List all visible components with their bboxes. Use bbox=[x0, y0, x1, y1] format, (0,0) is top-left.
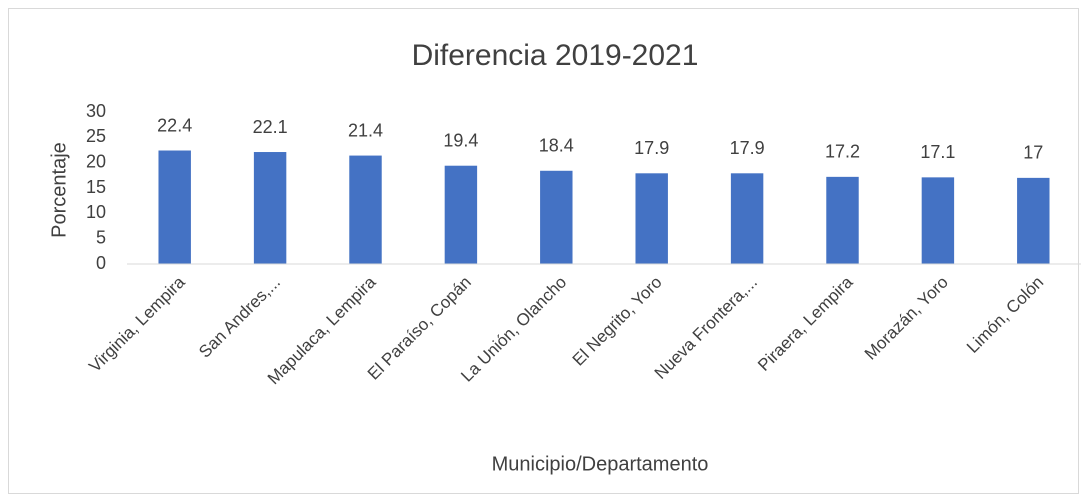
bar bbox=[635, 173, 668, 264]
y-tick-label: 15 bbox=[86, 177, 106, 197]
value-label: 19.4 bbox=[443, 130, 478, 150]
chart-title: Diferencia 2019-2021 bbox=[412, 39, 699, 72]
y-tick-label: 5 bbox=[96, 227, 106, 247]
bar bbox=[540, 170, 573, 264]
bar bbox=[921, 177, 955, 264]
bar bbox=[444, 165, 478, 264]
bar bbox=[253, 152, 287, 264]
value-label: 17.9 bbox=[634, 138, 669, 158]
value-label: 22.4 bbox=[157, 115, 192, 135]
value-label: 17.9 bbox=[730, 138, 765, 158]
y-tick-label: 0 bbox=[96, 253, 106, 273]
y-axis-label: Porcentaje bbox=[48, 142, 70, 238]
y-tick-label: 10 bbox=[86, 202, 106, 222]
value-label: 22.1 bbox=[253, 117, 288, 137]
value-label: 17 bbox=[1023, 143, 1043, 163]
bar bbox=[1017, 177, 1050, 264]
bar bbox=[158, 150, 191, 264]
y-tick-label: 20 bbox=[86, 151, 106, 171]
value-label: 17.1 bbox=[920, 142, 955, 162]
x-axis-label: Municipio/Departamento bbox=[492, 453, 709, 475]
bar bbox=[730, 173, 764, 264]
value-label: 21.4 bbox=[348, 120, 383, 140]
bar bbox=[826, 176, 859, 264]
value-label: 17.2 bbox=[825, 142, 860, 162]
y-tick-label: 25 bbox=[86, 126, 106, 146]
value-label: 18.4 bbox=[539, 136, 574, 156]
bar bbox=[349, 155, 382, 264]
y-tick-label: 30 bbox=[86, 101, 106, 121]
